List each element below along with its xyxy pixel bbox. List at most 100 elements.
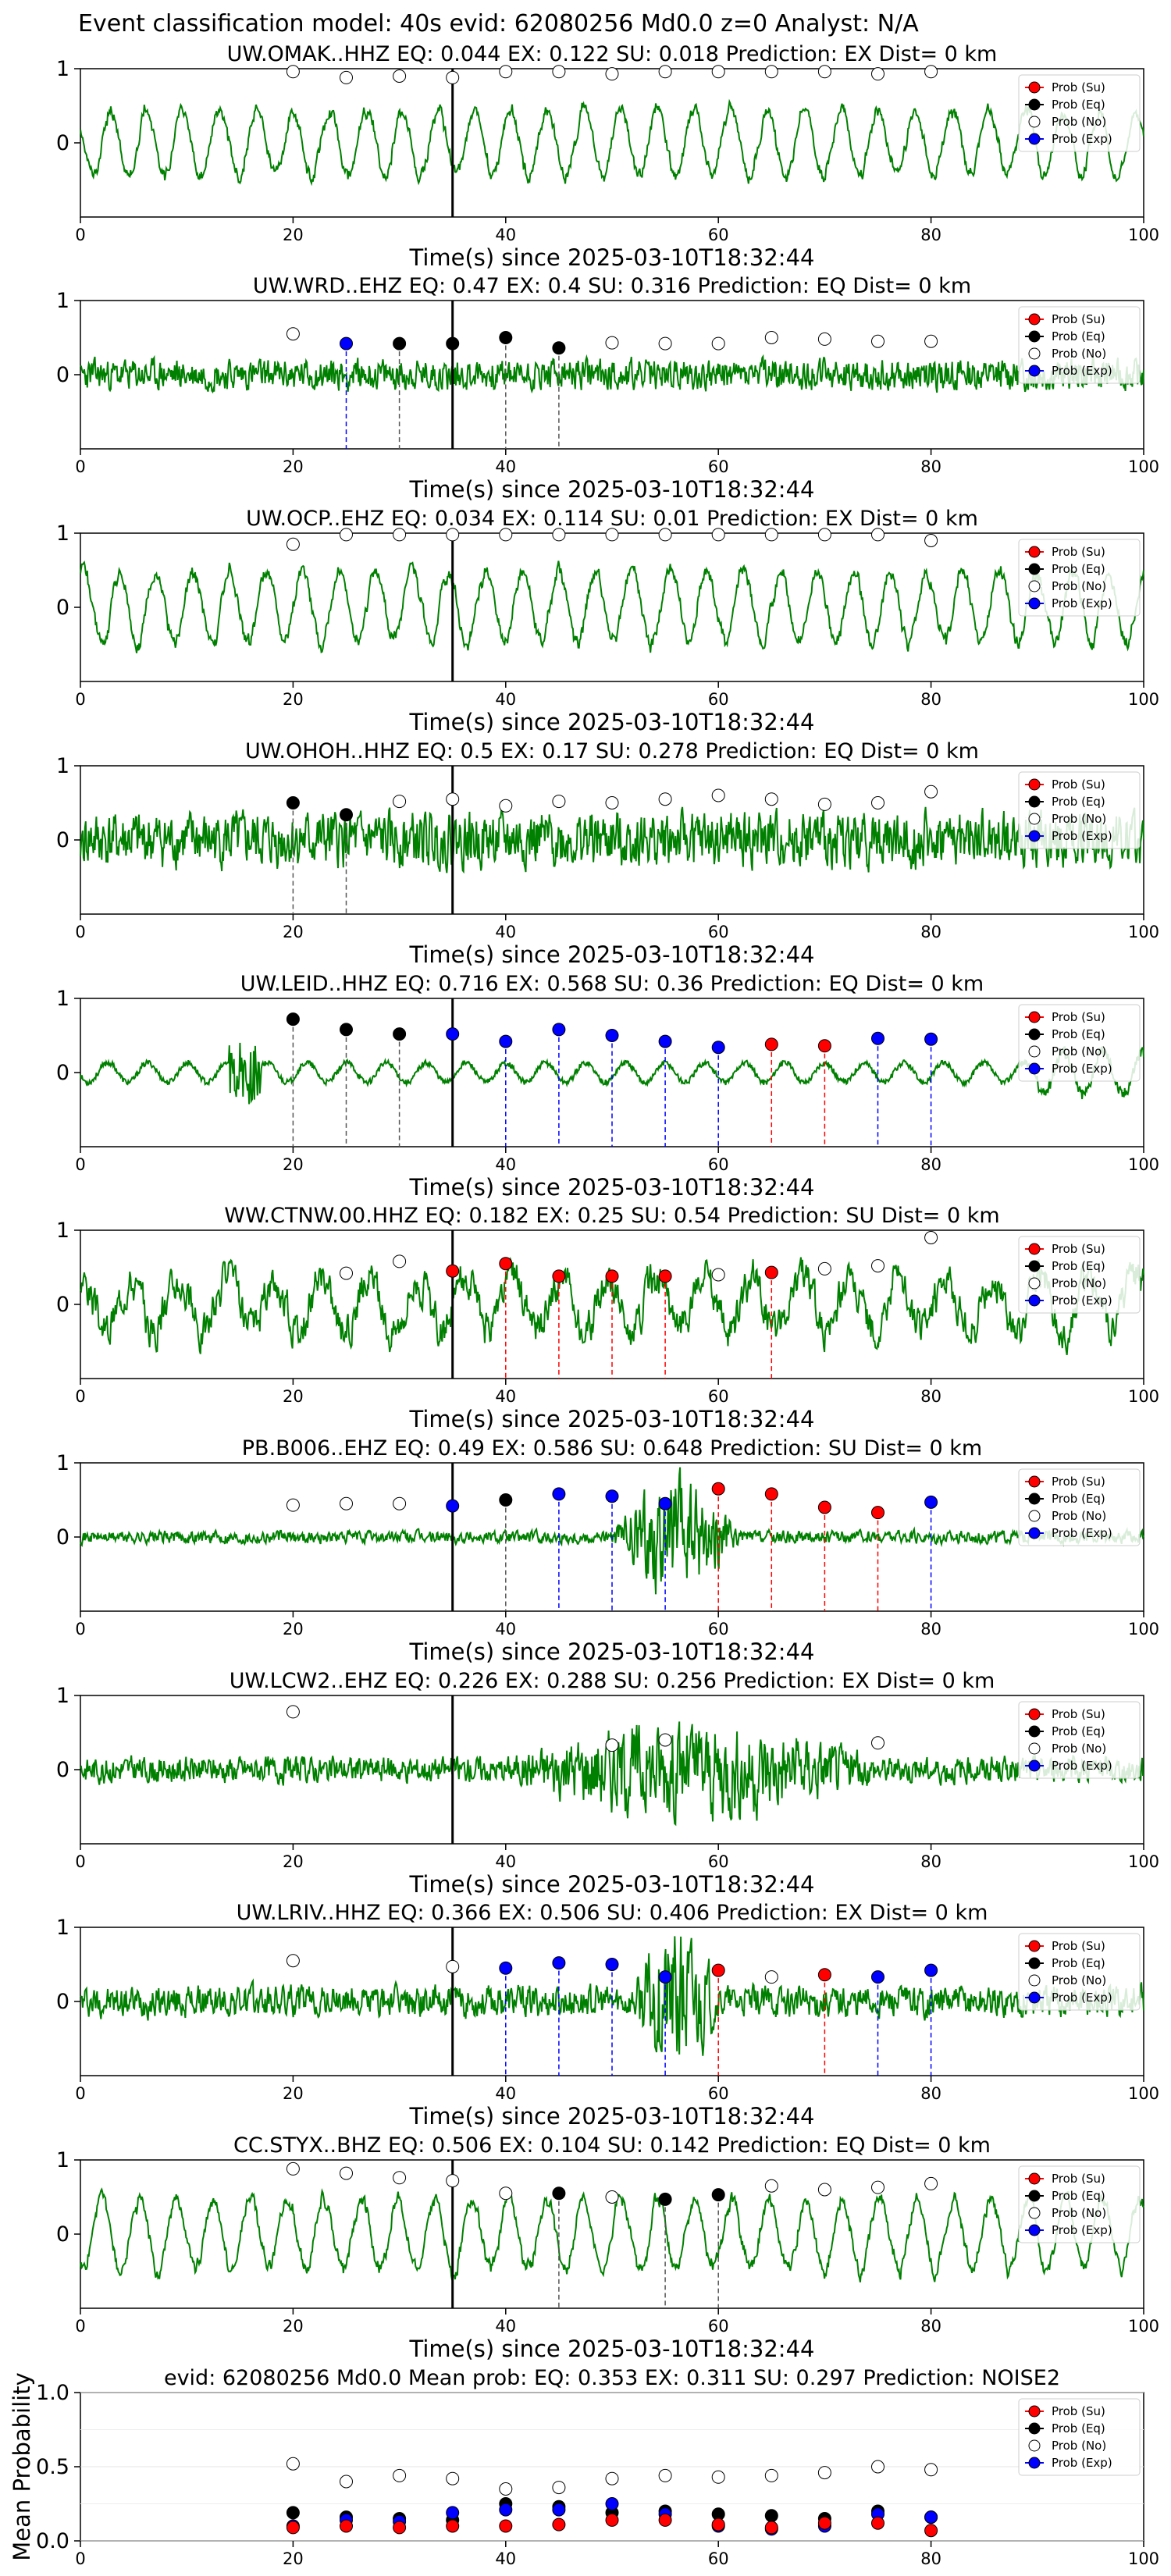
legend-label: Prob (No)	[1052, 2206, 1106, 2220]
x-tick-label: 40	[495, 690, 516, 709]
mean-prob-marker-exp	[446, 2506, 460, 2520]
legend-frame	[1018, 74, 1141, 152]
prob-marker-no	[340, 70, 353, 84]
prob-marker-no	[605, 1738, 619, 1752]
prob-marker-no	[817, 332, 831, 346]
prob-marker-no	[924, 334, 938, 348]
prob-marker-no	[658, 1733, 672, 1747]
prob-marker-no	[817, 1261, 831, 1276]
legend: Prob (Su) Prob (Eq) Prob (No) Prob (Exp)	[1018, 539, 1141, 617]
prob-marker-no	[393, 69, 407, 83]
x-axis-label: Time(s) since 2025-03-10T18:32:44	[409, 476, 815, 503]
panel-8: UW.LRIV..HHZ EQ: 0.366 EX: 0.506 SU: 0.4…	[56, 1901, 1159, 2129]
legend-marker-su	[1028, 1940, 1041, 1952]
legend-marker-exp	[1028, 597, 1041, 610]
x-tick-label: 80	[920, 1852, 941, 1871]
panel-7: UW.LCW2..EHZ EQ: 0.226 EX: 0.288 SU: 0.2…	[56, 1669, 1159, 1898]
prob-marker-no	[871, 334, 884, 348]
x-tick-label: 100	[1128, 2549, 1159, 2568]
legend-label: Prob (Exp)	[1052, 596, 1112, 610]
legend-label: Prob (Eq)	[1052, 1724, 1105, 1738]
legend-label: Prob (Exp)	[1052, 132, 1112, 146]
x-tick-label: 40	[495, 923, 516, 941]
mean-prob-marker-su	[446, 2519, 460, 2533]
y-tick-label: 0	[56, 1061, 69, 1085]
prob-marker-no	[764, 528, 778, 542]
mean-prob-marker-su	[764, 2521, 778, 2535]
y-tick-label: 0	[56, 1990, 69, 2014]
x-tick-label: 20	[283, 1620, 304, 1638]
x-tick-label: 40	[495, 2549, 516, 2568]
legend-marker-eq	[1028, 98, 1041, 111]
legend-marker-su	[1028, 2172, 1041, 2185]
legend-label: Prob (No)	[1052, 1973, 1106, 1987]
prob-marker-eq	[552, 341, 566, 355]
y-tick-label: 1	[56, 1916, 69, 1940]
prob-marker-no	[393, 528, 407, 542]
mean-prob-marker-exp	[924, 2510, 938, 2524]
waveform-trace	[80, 560, 1144, 654]
x-tick-label: 0	[75, 2549, 85, 2568]
mean-prob-marker-no	[711, 2470, 725, 2484]
y-tick-label: 1.0	[36, 2381, 69, 2405]
panel-10: evid: 62080256 Md0.0 Mean prob: EQ: 0.35…	[9, 2366, 1159, 2568]
prob-marker-no	[340, 1266, 353, 1280]
legend-marker-su	[1028, 1475, 1041, 1488]
prob-marker-no	[871, 1259, 884, 1273]
legend-label: Prob (Exp)	[1052, 1991, 1112, 2005]
mean-prob-marker-su	[605, 2513, 619, 2527]
y-tick-label: 0	[56, 1758, 69, 1782]
prob-marker-no	[764, 2179, 778, 2193]
prob-marker-no	[286, 537, 300, 551]
mean-prob-marker-no	[446, 2471, 460, 2485]
x-tick-label: 100	[1128, 1387, 1159, 1406]
x-tick-label: 40	[495, 1155, 516, 1174]
mean-prob-marker-su	[499, 2519, 513, 2533]
legend-marker-eq	[1028, 563, 1041, 575]
legend-marker-exp	[1028, 1294, 1041, 1307]
mean-prob-marker-no	[871, 2460, 884, 2474]
x-tick-label: 60	[708, 690, 729, 709]
legend-label: Prob (Su)	[1052, 1475, 1105, 1489]
prob-marker-su	[711, 1963, 725, 1977]
prob-marker-su	[871, 1506, 884, 1520]
x-tick-label: 40	[495, 2317, 516, 2336]
mean-prob-marker-su	[871, 2516, 884, 2530]
prob-marker-no	[764, 792, 778, 806]
legend-label: Prob (No)	[1052, 579, 1106, 593]
prob-marker-no	[340, 528, 353, 542]
legend-label: Prob (No)	[1052, 115, 1106, 129]
mean-prob-marker-su	[552, 2517, 566, 2532]
y-tick-label: 1	[56, 754, 69, 778]
y-tick-label: 0	[56, 363, 69, 387]
waveform-trace	[80, 1467, 1144, 1595]
legend-marker-exp	[1028, 365, 1041, 377]
prob-marker-no	[924, 534, 938, 547]
prob-marker-no	[817, 2183, 831, 2197]
prob-marker-no	[605, 2190, 619, 2204]
prob-marker-no	[393, 1254, 407, 1268]
x-tick-label: 40	[495, 1852, 516, 1871]
panel-4: UW.LEID..HHZ EQ: 0.716 EX: 0.568 SU: 0.3…	[56, 972, 1159, 1201]
x-axis-label: Time(s) since 2025-03-10T18:32:44	[409, 2103, 815, 2129]
prob-marker-no	[286, 65, 300, 79]
legend-label: Prob (Eq)	[1052, 1492, 1105, 1506]
prob-marker-no	[764, 1970, 778, 1984]
x-tick-label: 20	[283, 1155, 304, 1174]
legend: Prob (Su) Prob (Eq) Prob (No) Prob (Exp)	[1018, 1468, 1141, 1546]
x-tick-label: 20	[283, 457, 304, 476]
legend-label: Prob (Su)	[1052, 1707, 1105, 1721]
prob-marker-no	[552, 528, 566, 542]
x-tick-label: 60	[708, 2084, 729, 2103]
y-tick-label: 1	[56, 2148, 69, 2172]
prob-marker-no	[446, 528, 460, 542]
prob-marker-exp	[658, 1034, 672, 1048]
y-axis-label: Mean Probability	[9, 2372, 35, 2561]
prob-marker-no	[393, 795, 407, 809]
prob-marker-eq	[393, 336, 407, 350]
prob-marker-exp	[924, 1495, 938, 1509]
panel-title: UW.LEID..HHZ EQ: 0.716 EX: 0.568 SU: 0.3…	[240, 972, 984, 996]
x-axis-label: Time(s) since 2025-03-10T18:32:44	[409, 941, 815, 968]
legend-label: Prob (No)	[1052, 1509, 1106, 1523]
y-tick-label: 1	[56, 289, 69, 313]
